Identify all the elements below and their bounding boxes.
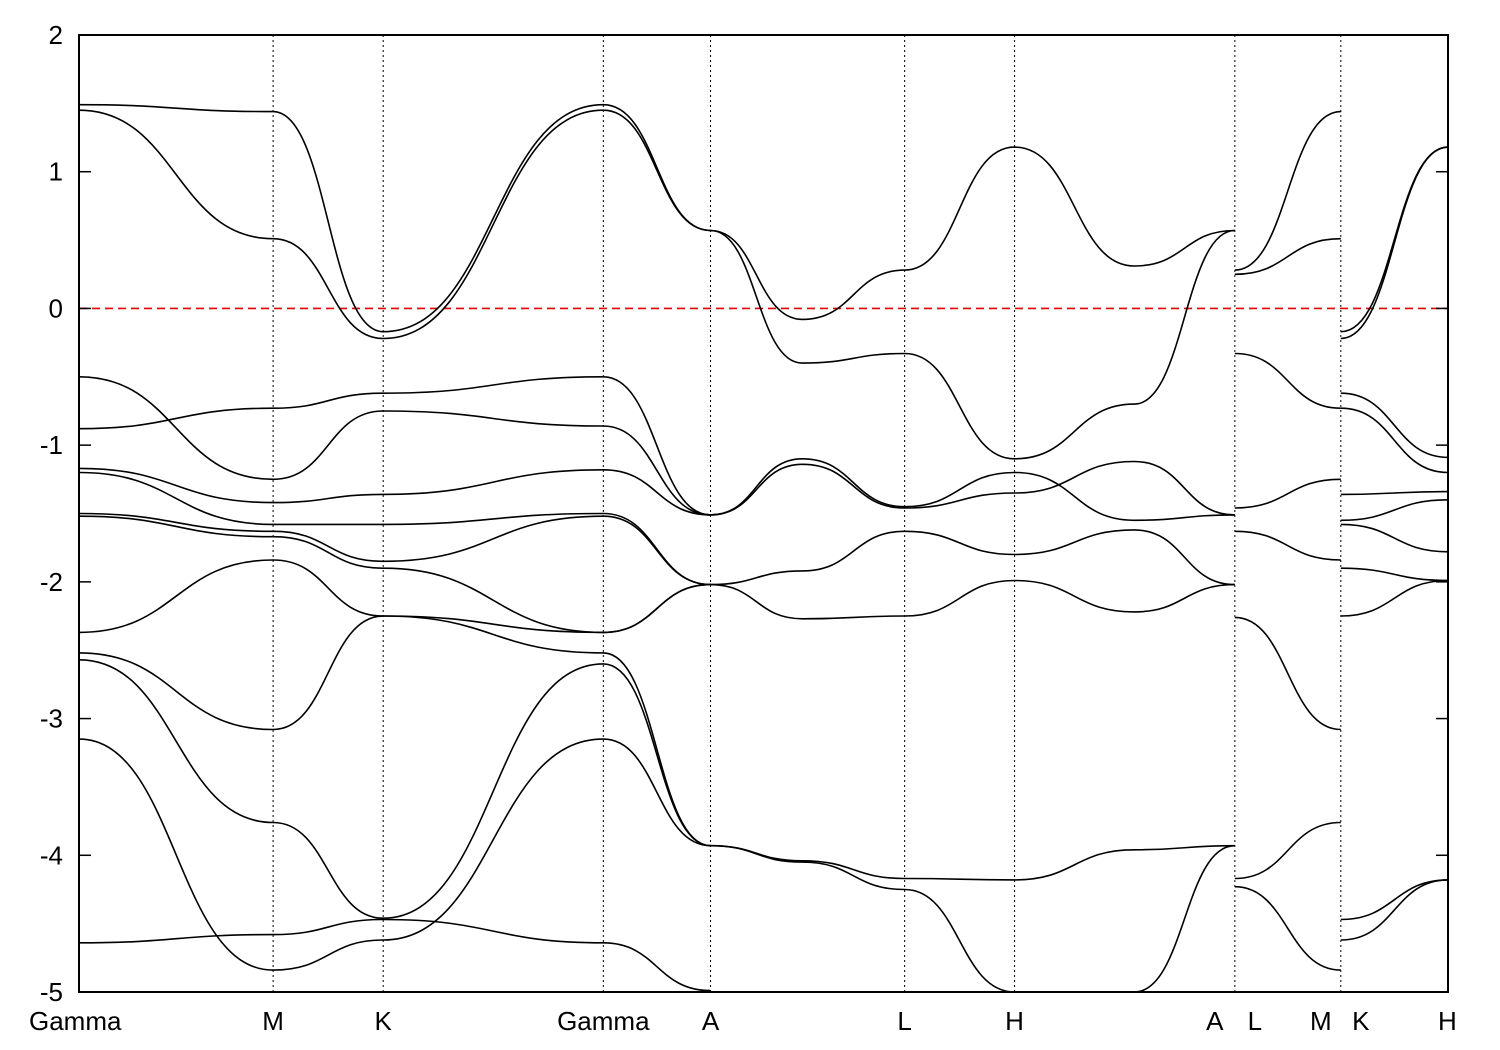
band-line bbox=[78, 615, 711, 847]
band-line bbox=[1340, 392, 1449, 459]
y-tick-label: -2 bbox=[40, 567, 63, 597]
band-line bbox=[78, 109, 711, 340]
band-line bbox=[710, 458, 1235, 522]
band-line bbox=[710, 229, 1235, 460]
y-tick-label: -5 bbox=[40, 977, 63, 1007]
band-line bbox=[1340, 407, 1449, 474]
x-tick-label: L bbox=[897, 1006, 911, 1036]
band-line bbox=[1234, 237, 1341, 276]
band-line bbox=[1340, 146, 1449, 340]
band-line bbox=[1340, 146, 1449, 333]
band-line bbox=[710, 460, 1235, 516]
band-line bbox=[1234, 110, 1341, 271]
band-line bbox=[710, 579, 1235, 620]
x-axis: Gamma M K Gamma A L H A L M K H bbox=[29, 1006, 1457, 1036]
band-line bbox=[710, 529, 1235, 586]
x-tick-label: A bbox=[1206, 1006, 1224, 1036]
band-line bbox=[1234, 616, 1341, 731]
band-line bbox=[78, 103, 711, 333]
x-tick-label: L bbox=[1248, 1006, 1262, 1036]
x-tick-label: Gamma bbox=[29, 1006, 122, 1036]
band-line bbox=[78, 659, 711, 919]
y-tick-label: -1 bbox=[40, 430, 63, 460]
band-line bbox=[78, 512, 711, 586]
band-line bbox=[1234, 352, 1341, 409]
band-line bbox=[1340, 523, 1449, 553]
y-tick-label: 1 bbox=[49, 157, 63, 187]
band-line bbox=[78, 918, 711, 992]
band-line bbox=[78, 559, 711, 634]
band-line bbox=[1234, 885, 1341, 971]
band-line bbox=[710, 844, 1235, 993]
x-tick-label: H bbox=[1005, 1006, 1024, 1036]
y-tick-label: -3 bbox=[40, 704, 63, 734]
band-line bbox=[1340, 879, 1449, 921]
band-line bbox=[78, 467, 711, 516]
band-line bbox=[1234, 478, 1341, 509]
x-tick-label: M bbox=[1310, 1006, 1332, 1036]
y-axis: 2 1 0 -1 -2 -3 -4 -5 bbox=[40, 20, 1448, 1007]
band-line bbox=[78, 738, 711, 971]
y-tick-label: -4 bbox=[40, 840, 63, 870]
x-tick-label: K bbox=[1352, 1006, 1370, 1036]
band-lines bbox=[78, 103, 1449, 993]
band-line bbox=[1340, 567, 1449, 582]
x-tick-label: K bbox=[375, 1006, 393, 1036]
band-line bbox=[1340, 579, 1449, 617]
band-line bbox=[78, 471, 711, 586]
band-line bbox=[78, 376, 711, 516]
band-line bbox=[710, 146, 1235, 321]
band-line bbox=[1234, 530, 1341, 561]
band-line bbox=[1340, 879, 1449, 941]
band-line bbox=[1234, 821, 1341, 880]
x-tick-label: A bbox=[702, 1006, 720, 1036]
band-line bbox=[78, 376, 711, 516]
band-line bbox=[710, 844, 1235, 881]
band-line bbox=[1340, 490, 1449, 496]
x-tick-label: H bbox=[1438, 1006, 1457, 1036]
y-tick-label: 2 bbox=[49, 20, 63, 50]
x-tick-label: Gamma bbox=[557, 1006, 650, 1036]
x-tick-label: M bbox=[262, 1006, 284, 1036]
band-line bbox=[1340, 499, 1449, 522]
y-tick-label: 0 bbox=[49, 293, 63, 323]
plot-frame bbox=[78, 34, 1449, 993]
band-line bbox=[78, 515, 711, 634]
